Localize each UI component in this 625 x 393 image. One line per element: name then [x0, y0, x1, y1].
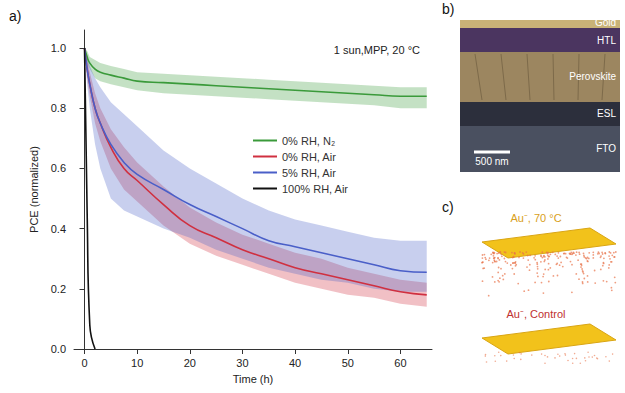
svg-text:50: 50	[342, 357, 354, 369]
svg-text:Au⁻, Control: Au⁻, Control	[506, 308, 565, 320]
svg-text:HTL: HTL	[597, 35, 616, 46]
svg-text:30: 30	[236, 357, 248, 369]
svg-text:c): c)	[442, 199, 454, 215]
svg-text:0.2: 0.2	[51, 283, 66, 295]
svg-text:0.0: 0.0	[51, 343, 66, 355]
svg-text:60: 60	[394, 357, 406, 369]
svg-text:5% RH, Air: 5% RH, Air	[282, 167, 336, 179]
svg-text:ESL: ESL	[597, 108, 616, 119]
svg-text:Time (h): Time (h)	[233, 373, 274, 385]
svg-text:0% RH, N₂: 0% RH, N₂	[282, 135, 335, 147]
svg-text:1.0: 1.0	[51, 42, 66, 54]
svg-text:0.4: 0.4	[51, 223, 66, 235]
svg-text:40: 40	[289, 357, 301, 369]
svg-text:Gold: Gold	[595, 17, 616, 28]
svg-text:Au⁻, 70 °C: Au⁻, 70 °C	[510, 212, 561, 224]
svg-text:Perovskite: Perovskite	[569, 71, 616, 82]
svg-text:0: 0	[81, 357, 87, 369]
svg-text:0.8: 0.8	[51, 102, 66, 114]
svg-text:PCE (normalized): PCE (normalized)	[28, 146, 40, 233]
svg-text:20: 20	[184, 357, 196, 369]
svg-text:0.6: 0.6	[51, 162, 66, 174]
svg-text:a): a)	[9, 8, 21, 24]
svg-text:0% RH, Air: 0% RH, Air	[282, 151, 336, 163]
svg-text:500 nm: 500 nm	[475, 156, 508, 167]
svg-text:b): b)	[442, 1, 454, 17]
svg-text:100% RH, Air: 100% RH, Air	[282, 183, 348, 195]
svg-text:FTO: FTO	[596, 143, 616, 154]
svg-text:1 sun,MPP, 20 °C: 1 sun,MPP, 20 °C	[334, 44, 420, 56]
svg-text:10: 10	[131, 357, 143, 369]
